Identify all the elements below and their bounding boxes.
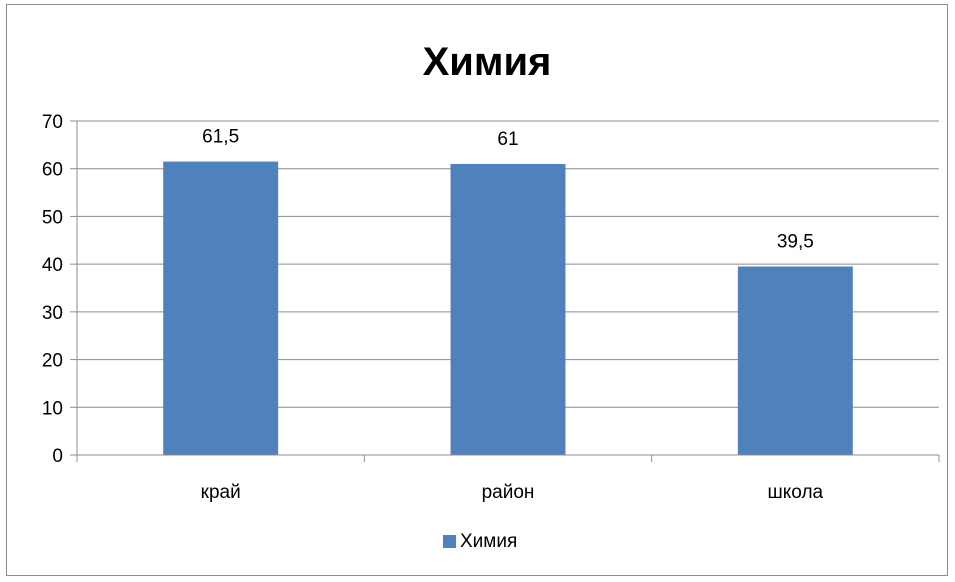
y-tick-label: 30	[42, 303, 63, 324]
y-tick-label: 60	[42, 160, 63, 181]
y-axis-tick-labels: 0 10 20 30 40 50 60 70	[42, 112, 63, 467]
legend-swatch	[443, 535, 456, 548]
x-axis-tick-labels: край район школа	[201, 482, 824, 503]
bar-3	[737, 266, 853, 455]
legend-label: Химия	[460, 531, 517, 552]
y-tick-label: 20	[42, 351, 63, 372]
legend: Химия	[443, 531, 517, 552]
data-label: 61,5	[202, 127, 239, 148]
axes	[70, 120, 940, 462]
y-tick-label: 40	[42, 255, 63, 276]
bar-1	[163, 161, 279, 456]
y-tick-label: 70	[42, 112, 63, 133]
bars	[163, 161, 853, 456]
data-label: 39,5	[777, 232, 814, 253]
bar-2	[450, 163, 566, 455]
data-label: 61	[497, 129, 518, 150]
chart-title: Химия	[423, 40, 552, 84]
y-tick-label: 0	[52, 446, 63, 467]
x-tick-label: школа	[768, 482, 824, 503]
data-labels: 61,5 61 39,5	[202, 127, 814, 253]
x-tick-label: район	[482, 482, 535, 503]
y-tick-label: 50	[42, 207, 63, 228]
y-tick-label: 10	[42, 398, 63, 419]
x-tick-label: край	[201, 482, 241, 503]
